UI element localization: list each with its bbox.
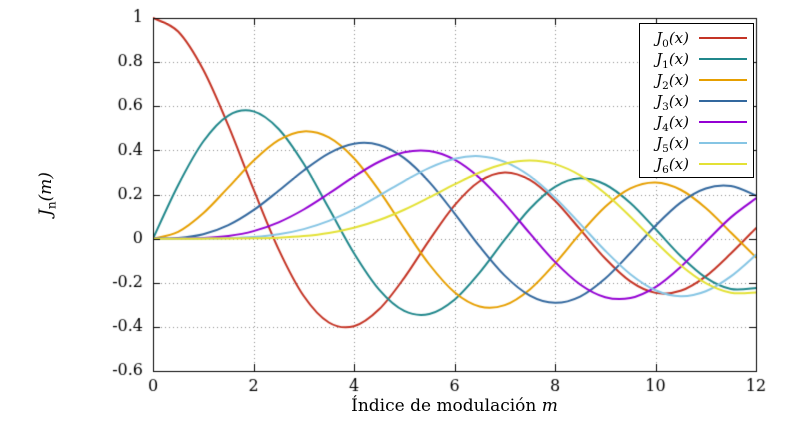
- legend-label: J5(x): [656, 133, 689, 155]
- x-axis-label: Índice de modulación m: [153, 396, 756, 416]
- legend-label-sub: 2: [662, 79, 669, 92]
- legend-label-arg: (x): [668, 112, 689, 131]
- legend-label-base: J: [656, 154, 663, 173]
- legend-label-sub: 3: [662, 100, 669, 113]
- legend-label-arg: (x): [668, 70, 689, 89]
- legend-label: J6(x): [656, 154, 689, 176]
- y-axis-label-base: J: [36, 209, 56, 216]
- legend-label-arg: (x): [668, 154, 689, 173]
- legend-label-sub: 5: [662, 142, 669, 155]
- x-axis-label-var: m: [541, 396, 558, 416]
- x-axis-label-text: Índice de modulación: [351, 396, 542, 416]
- legend-line-sample: [699, 162, 747, 165]
- legend-line-sample: [699, 99, 747, 102]
- legend-item: J4(x): [656, 111, 747, 134]
- legend-label-base: J: [656, 112, 663, 131]
- legend-line-sample: [699, 141, 747, 144]
- legend-item: J3(x): [656, 90, 747, 113]
- legend-label: J1(x): [656, 49, 689, 71]
- legend-label-base: J: [656, 49, 663, 68]
- legend-label-base: J: [656, 91, 663, 110]
- legend-item: J5(x): [656, 132, 747, 155]
- legend-label-arg: (x): [668, 91, 689, 110]
- legend-label-base: J: [656, 70, 663, 89]
- y-axis-label-subscript: n: [44, 201, 59, 210]
- legend-label-base: J: [656, 28, 663, 47]
- legend-label: J0(x): [656, 28, 689, 50]
- legend-line-sample: [699, 57, 747, 60]
- legend-label-base: J: [656, 133, 663, 152]
- legend-item: J6(x): [656, 153, 747, 176]
- legend-label-sub: 6: [662, 163, 669, 176]
- legend-line-sample: [699, 36, 747, 39]
- legend-item: J1(x): [656, 48, 747, 71]
- legend-label: J4(x): [656, 112, 689, 134]
- legend-label-sub: 1: [662, 58, 669, 71]
- legend-label-sub: 4: [662, 121, 669, 134]
- legend-item: J0(x): [656, 27, 747, 50]
- y-axis-label: Jn(m): [36, 172, 59, 216]
- legend-label-arg: (x): [668, 133, 689, 152]
- legend-label-sub: 0: [662, 37, 669, 50]
- legend-label-arg: (x): [668, 28, 689, 47]
- legend-item: J2(x): [656, 69, 747, 92]
- legend-label-arg: (x): [668, 49, 689, 68]
- legend-label: J3(x): [656, 91, 689, 113]
- legend-label: J2(x): [656, 70, 689, 92]
- legend-line-sample: [699, 78, 747, 81]
- y-axis-label-arg: (m): [36, 172, 56, 202]
- legend: J0(x) J1(x) J2(x) J3(x) J4(x) J5(x) J6(x…: [639, 23, 754, 178]
- legend-line-sample: [699, 120, 747, 123]
